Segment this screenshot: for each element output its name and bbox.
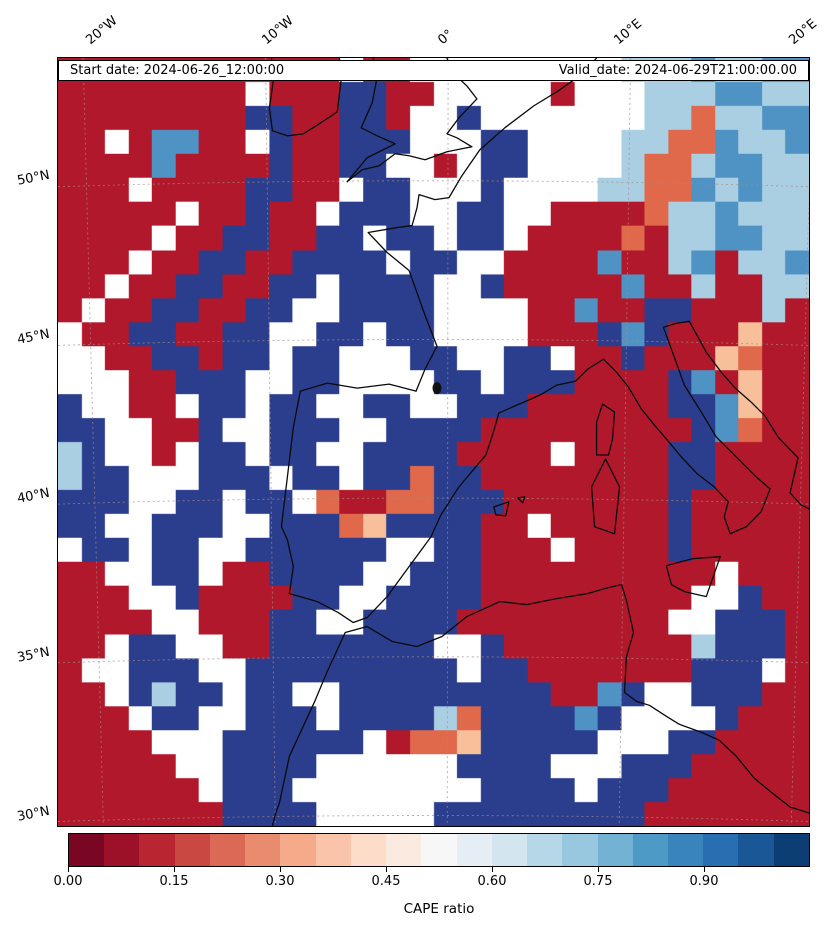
colorbar-tick-label: 0.45 xyxy=(371,874,401,889)
coastline-path-morocco-south xyxy=(271,802,281,826)
map-area: Start date: 2024-06-26_12:00:00 Valid_da… xyxy=(57,57,810,827)
valid-date-label: Valid_date: 2024-06-29T21:00:00.00 xyxy=(558,63,797,78)
parallel-gridline xyxy=(58,180,809,188)
colorbar-segment xyxy=(139,834,175,866)
meridian-gridline xyxy=(82,58,104,826)
colorbar-tick-mark xyxy=(280,867,281,872)
colorbar-tick-mark xyxy=(68,867,69,872)
colorbar-tick-mark xyxy=(704,867,705,872)
colorbar-segment xyxy=(562,834,598,866)
map-heatmap-canvas xyxy=(58,58,809,826)
colorbar-title: CAPE ratio xyxy=(403,901,475,917)
map-dark-spot xyxy=(432,382,442,395)
colorbar-segment xyxy=(174,834,210,866)
colorbar-segment xyxy=(738,834,774,866)
colorbar-segment xyxy=(315,834,351,866)
x-tick-label: 20°E xyxy=(786,16,821,48)
x-tick-label: 20°W xyxy=(83,13,121,48)
parallel-gridline xyxy=(58,815,809,822)
y-tick-label: 30°N xyxy=(15,804,52,826)
parallel-gridline xyxy=(58,656,809,664)
coastline-path-england-west xyxy=(346,58,396,183)
colorbar-segment xyxy=(280,834,316,866)
colorbar-tick-label: 0.00 xyxy=(53,874,83,889)
coastline-path-france-med xyxy=(498,358,605,414)
coastline-path-balkan xyxy=(688,320,809,510)
parallel-gridline xyxy=(58,339,809,346)
colorbar-segment xyxy=(703,834,739,866)
coastline-path-england-south xyxy=(346,58,478,183)
coastline-path-sardinia xyxy=(590,458,621,535)
colorbar-segment xyxy=(456,834,492,866)
coastline-path-north-africa xyxy=(278,583,809,814)
colorbar-segment xyxy=(245,834,281,866)
coastline-path-sicily xyxy=(665,556,721,598)
meridian-gridline xyxy=(446,58,449,826)
colorbar-tick-label: 0.90 xyxy=(689,874,719,889)
coastline-path-mallorca xyxy=(493,501,510,517)
x-tick-label: 10°W xyxy=(258,13,297,48)
y-tick-label: 40°N xyxy=(15,486,52,507)
colorbar-segment xyxy=(527,834,563,866)
colorbar-segment xyxy=(386,834,422,866)
colorbar-segment xyxy=(209,834,246,866)
colorbar-tick-mark xyxy=(598,867,599,872)
colorbar-tick-mark xyxy=(174,867,175,872)
meridian-gridline xyxy=(618,58,632,826)
colorbar-tick-mark xyxy=(386,867,387,872)
colorbar-tick-label: 0.60 xyxy=(477,874,507,889)
coastline-path-france-atlantic xyxy=(367,58,598,392)
y-tick-label: 35°N xyxy=(15,645,52,667)
colorbar-tick-label: 0.15 xyxy=(159,874,189,889)
coastline-path-italy xyxy=(602,320,771,535)
colorbar-segment xyxy=(421,834,457,866)
coastline-path-corsica xyxy=(595,403,616,456)
coastline-path-menorca xyxy=(517,496,526,504)
y-tick-label: 50°N xyxy=(15,167,52,189)
colorbar-tick-mark xyxy=(492,867,493,872)
colorbar-segment xyxy=(632,834,668,866)
map-overlay xyxy=(58,58,809,826)
coastlines xyxy=(268,58,809,826)
y-tick-label: 45°N xyxy=(15,326,52,348)
parallel-gridline xyxy=(58,497,809,505)
colorbar-segment xyxy=(667,834,704,866)
colorbar-segment xyxy=(773,834,809,866)
colorbar-segment xyxy=(491,834,528,866)
coastline-path-iberia xyxy=(280,382,500,624)
meridian-gridline xyxy=(790,185,809,826)
x-tick-label: 0° xyxy=(434,27,456,48)
colorbar xyxy=(68,833,810,867)
colorbar-segment xyxy=(597,834,633,866)
meridian-gridline xyxy=(265,58,276,826)
colorbar-tick-label: 0.30 xyxy=(265,874,295,889)
map-header-strip: Start date: 2024-06-26_12:00:00 Valid_da… xyxy=(58,60,809,81)
colorbar-segment xyxy=(350,834,387,866)
colorbar-tick-label: 0.75 xyxy=(583,874,613,889)
colorbar-segment xyxy=(69,834,105,866)
start-date-label: Start date: 2024-06-26_12:00:00 xyxy=(70,63,285,78)
x-tick-label: 10°E xyxy=(610,16,645,48)
colorbar-segment xyxy=(104,834,140,866)
